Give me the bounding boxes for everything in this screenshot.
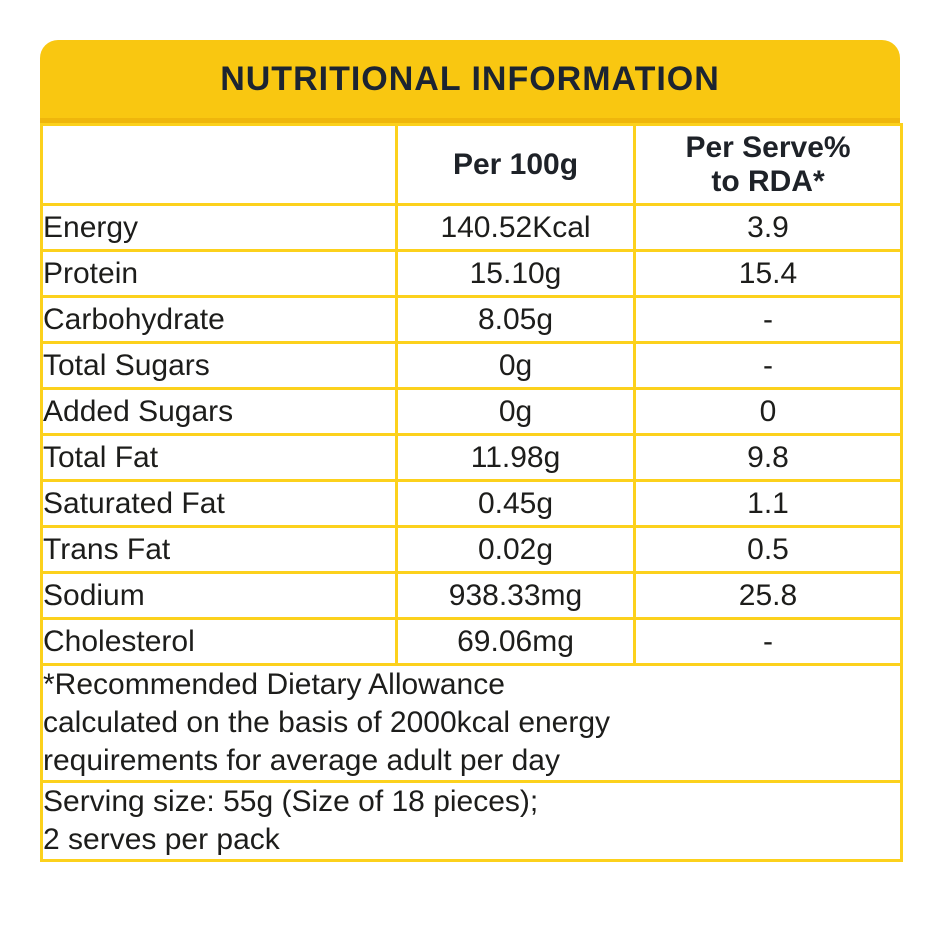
row-label: Sodium <box>40 571 398 620</box>
row-label: Total Sugars <box>40 341 398 390</box>
table-row-serving-info: Serving size: 55g (Size of 18 pieces); 2… <box>40 780 903 862</box>
rda-footnote: *Recommended Dietary Allowance calculate… <box>40 663 903 783</box>
row-per-100g: 0.02g <box>395 525 636 574</box>
header-blank-cell <box>40 123 398 206</box>
row-per-100g: 8.05g <box>395 295 636 344</box>
row-label: Saturated Fat <box>40 479 398 528</box>
row-per-serve-rda: 25.8 <box>633 571 903 620</box>
row-per-100g: 0g <box>395 341 636 390</box>
row-per-serve-rda: - <box>633 295 903 344</box>
rda-footnote-line2: calculated on the basis of 2000kcal ener… <box>43 706 611 739</box>
table-header-row: Per 100g Per Serve% to RDA* <box>40 123 903 206</box>
page-title: NUTRITIONAL INFORMATION <box>220 59 720 98</box>
row-label: Protein <box>40 249 398 298</box>
table-row-carbohydrate: Carbohydrate 8.05g - <box>40 295 903 344</box>
table-row-cholesterol: Cholesterol 69.06mg - <box>40 617 903 666</box>
row-per-serve-rda: 0 <box>633 387 903 436</box>
rda-footnote-line1: *Recommended Dietary Allowance <box>43 668 505 701</box>
row-per-100g: 140.52Kcal <box>395 203 636 252</box>
row-per-serve-rda: 0.5 <box>633 525 903 574</box>
table-row-total-fat: Total Fat 11.98g 9.8 <box>40 433 903 482</box>
row-per-serve-rda: 3.9 <box>633 203 903 252</box>
row-per-serve-rda: - <box>633 341 903 390</box>
label-title-band: NUTRITIONAL INFORMATION <box>40 40 900 123</box>
row-per-serve-rda: - <box>633 617 903 666</box>
row-label: Added Sugars <box>40 387 398 436</box>
row-label: Energy <box>40 203 398 252</box>
row-per-serve-rda: 1.1 <box>633 479 903 528</box>
table-row-added-sugars: Added Sugars 0g 0 <box>40 387 903 436</box>
row-label: Trans Fat <box>40 525 398 574</box>
header-per-100g-label: Per 100g <box>452 147 579 181</box>
rda-footnote-line3: requirements for average adult per day <box>43 744 560 777</box>
row-label: Total Fat <box>40 433 398 482</box>
row-label: Carbohydrate <box>40 295 398 344</box>
table-row-energy: Energy 140.52Kcal 3.9 <box>40 203 903 252</box>
row-per-100g: 0.45g <box>395 479 636 528</box>
nutrition-table: Per 100g Per Serve% to RDA* Energy 140.5… <box>40 123 903 862</box>
row-per-100g: 69.06mg <box>395 617 636 666</box>
header-per-100g: Per 100g <box>395 123 636 206</box>
row-per-100g: 938.33mg <box>395 571 636 620</box>
row-label: Cholesterol <box>40 617 398 666</box>
header-per-serve-line2: to RDA* <box>711 164 825 198</box>
row-per-serve-rda: 15.4 <box>633 249 903 298</box>
table-row-trans-fat: Trans Fat 0.02g 0.5 <box>40 525 903 574</box>
table-row-rda-footnote: *Recommended Dietary Allowance calculate… <box>40 663 903 783</box>
row-per-serve-rda: 9.8 <box>633 433 903 482</box>
serving-info: Serving size: 55g (Size of 18 pieces); 2… <box>40 780 903 862</box>
serving-info-line1: Serving size: 55g (Size of 18 pieces); <box>43 785 539 818</box>
row-per-100g: 11.98g <box>395 433 636 482</box>
table-row-protein: Protein 15.10g 15.4 <box>40 249 903 298</box>
table-row-sodium: Sodium 938.33mg 25.8 <box>40 571 903 620</box>
table-row-total-sugars: Total Sugars 0g - <box>40 341 903 390</box>
header-per-serve-line1: Per Serve% <box>685 130 851 164</box>
table-row-saturated-fat: Saturated Fat 0.45g 1.1 <box>40 479 903 528</box>
row-per-100g: 0g <box>395 387 636 436</box>
row-per-100g: 15.10g <box>395 249 636 298</box>
header-per-serve-rda: Per Serve% to RDA* <box>633 123 903 206</box>
serving-info-line2: 2 serves per pack <box>43 823 280 856</box>
